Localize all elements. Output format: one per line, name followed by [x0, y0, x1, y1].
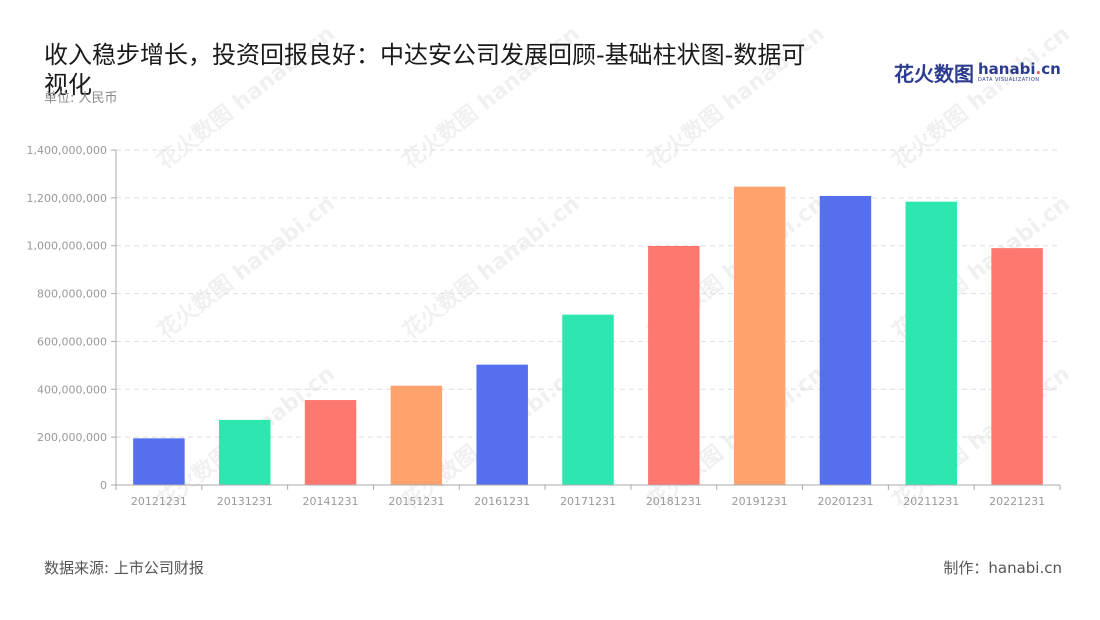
bar: [218, 419, 271, 485]
x-tick-label: 20151231: [388, 495, 444, 508]
bar: [304, 400, 357, 485]
y-tick-label: 1,400,000,000: [27, 144, 107, 157]
bars-group: [133, 186, 1043, 485]
watermark: 花火数图 hanabi.cn: [643, 21, 830, 175]
logo-en-main: hanabi: [978, 60, 1036, 78]
x-tick-label: 20221231: [989, 495, 1045, 508]
y-tick-label: 600,000,000: [37, 335, 107, 348]
x-tick-label: 20171231: [560, 495, 616, 508]
bar: [562, 314, 614, 485]
watermark: 花火数图 hanabi.cn: [398, 21, 585, 175]
x-tick-label: 20121231: [131, 495, 187, 508]
bar: [476, 364, 528, 485]
x-tick-label: 20181231: [646, 495, 702, 508]
watermark: 花火数图 hanabi.cn: [888, 21, 1075, 175]
bar: [733, 186, 786, 485]
bar: [648, 245, 700, 485]
y-tick-label: 1,000,000,000: [27, 240, 107, 253]
chart-title: 收入稳步增长，投资回报良好：中达安公司发展回顾-基础柱状图-数据可视化: [44, 41, 806, 99]
bar: [819, 195, 872, 485]
y-tick-label: 200,000,000: [37, 431, 107, 444]
x-tick-label: 20191231: [732, 495, 788, 508]
x-tick-label: 20131231: [217, 495, 273, 508]
axes-group: 20121231 20131231 20141231 20151231 20161231…: [115, 150, 1061, 508]
x-tick-label: 20141231: [303, 495, 359, 508]
logo-english-text: hanabi.cn: [978, 62, 1061, 77]
y-tick-label: 400,000,000: [37, 383, 107, 396]
logo-english-block: hanabi.cn DATA VISUALIZATION: [978, 62, 1061, 83]
brand-logo: 花火数图 hanabi.cn DATA VISUALIZATION: [894, 58, 1061, 87]
bar: [133, 438, 185, 485]
logo-chinese-text: 花火数图: [894, 62, 974, 86]
y-tick-label: 800,000,000: [37, 288, 107, 301]
x-tick-label: 20161231: [474, 495, 530, 508]
logo-en-dot: .: [1035, 60, 1042, 78]
bar: [905, 201, 958, 485]
x-tick-label: 20201231: [817, 495, 873, 508]
bar: [390, 385, 443, 485]
y-tick-label: 0: [100, 479, 107, 492]
logo-en-tld: cn: [1041, 60, 1061, 78]
unit-label: 单位: 人民币: [44, 91, 118, 106]
watermark: 花火数图 hanabi.cn: [153, 21, 340, 175]
data-source-note: 数据来源: 上市公司财报: [44, 559, 204, 577]
watermark: 花火数图 hanabi.cn: [398, 191, 585, 345]
y-tick-label: 1,200,000,000: [27, 192, 107, 205]
x-tick-label: 20211231: [903, 495, 959, 508]
maker-credit: 制作：hanabi.cn: [943, 559, 1062, 577]
bar: [991, 248, 1043, 485]
watermark: 花火数图 hanabi.cn: [153, 191, 340, 345]
logo-subtitle: DATA VISUALIZATION: [978, 77, 1040, 83]
